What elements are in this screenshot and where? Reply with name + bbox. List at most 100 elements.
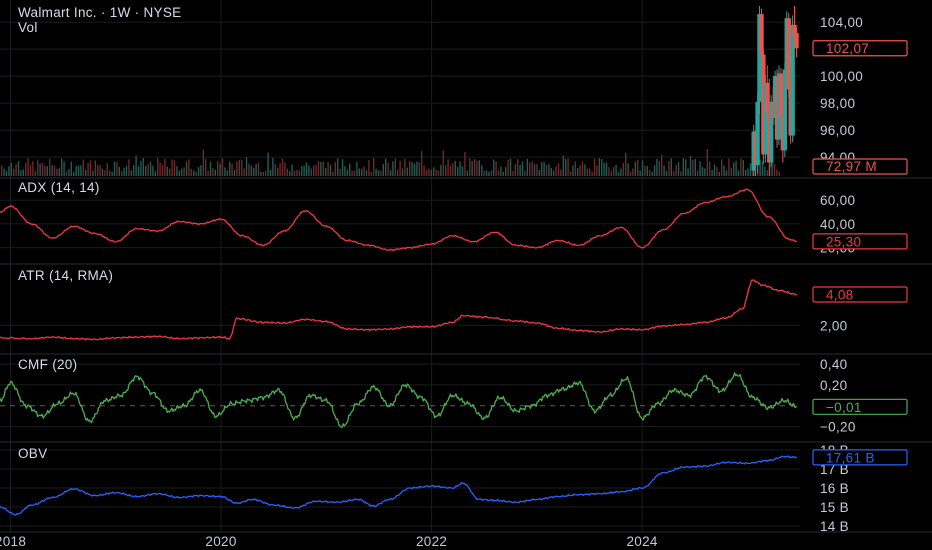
volume-bar — [543, 162, 545, 176]
volume-bar — [620, 168, 622, 176]
volume-bar — [533, 163, 536, 176]
volume-bar — [46, 166, 48, 176]
volume-bar — [17, 161, 20, 176]
volume-bar — [723, 165, 725, 176]
volume-bar — [142, 158, 144, 176]
candle-body — [792, 24, 797, 33]
volume-bar — [113, 161, 116, 176]
volume-bar — [447, 159, 449, 176]
y-tick-label-obv: 16 B — [820, 481, 849, 496]
volume-bar — [181, 168, 183, 176]
volume-bar — [687, 168, 689, 176]
y-tick-label-adx: 60,00 — [820, 193, 855, 208]
volume-bar — [121, 170, 123, 176]
volume-bar — [106, 163, 108, 176]
volume-bar — [183, 167, 185, 176]
volume-bar — [613, 167, 615, 176]
volume-bar — [677, 162, 680, 176]
volume-bar — [205, 158, 207, 176]
volume-bar — [493, 159, 495, 176]
volume-bar — [161, 164, 164, 176]
volume-bar — [670, 158, 672, 176]
volume-bar — [339, 168, 341, 176]
volume-bar — [481, 165, 483, 176]
atr-title[interactable]: ATR (14, RMA) — [18, 268, 113, 283]
volume-bar — [281, 158, 284, 176]
volume-bar — [373, 158, 375, 176]
volume-bar — [296, 169, 298, 176]
volume-bar — [272, 158, 274, 176]
volume-bar — [735, 160, 737, 176]
volume-bar — [361, 168, 363, 176]
volume-label: Vol — [18, 20, 38, 35]
volume-bar — [646, 166, 648, 176]
volume-bar — [471, 160, 473, 176]
volume-bar — [673, 171, 675, 176]
volume-bar — [293, 170, 296, 176]
y-tick-label-atr: 2,00 — [820, 318, 847, 333]
volume-bar — [262, 171, 264, 176]
volume-bar — [358, 168, 360, 176]
volume-bar — [615, 164, 617, 176]
volume-bar — [562, 155, 564, 176]
adx-title[interactable]: ADX (14, 14) — [18, 180, 100, 195]
volume-bar — [668, 161, 670, 176]
volume-bar — [519, 164, 521, 176]
volume-bar — [740, 158, 742, 176]
volume-bar — [466, 170, 468, 176]
volume-bar — [625, 152, 627, 176]
volume-bar — [392, 161, 394, 176]
volume-bar — [152, 165, 154, 176]
volume-bar — [507, 159, 509, 176]
volume-bar — [737, 170, 740, 176]
volume-bar — [185, 161, 188, 176]
volume-bar — [596, 165, 598, 176]
volume-bar — [145, 165, 147, 176]
volume-bar — [641, 160, 644, 176]
volume-bar — [149, 161, 152, 176]
volume-bar — [483, 170, 485, 176]
volume-bar — [176, 166, 178, 176]
volume-bar — [776, 169, 778, 176]
volume-bar — [541, 162, 543, 176]
adx-line — [0, 188, 797, 252]
volume-bar — [601, 159, 603, 176]
volume-bar — [538, 170, 540, 176]
volume-bar — [608, 167, 610, 176]
volume-bar — [488, 171, 490, 176]
candle-body — [778, 73, 784, 116]
volume-bar — [171, 159, 173, 176]
volume-bar — [289, 171, 291, 176]
volume-bar — [219, 163, 221, 176]
volume-bar — [61, 158, 63, 176]
volume-bar — [661, 154, 663, 176]
cmf-line — [0, 372, 797, 428]
volume-bar — [85, 169, 87, 176]
volume-bar — [428, 168, 430, 176]
y-tick-label-price: 98,00 — [820, 96, 855, 111]
volume-bar — [10, 162, 12, 176]
volume-bar — [658, 160, 660, 176]
obv-title[interactable]: OBV — [18, 446, 47, 461]
cmf-title[interactable]: CMF (20) — [18, 357, 77, 372]
volume-bar — [202, 149, 204, 176]
volume-bar — [617, 171, 620, 176]
volume-bar — [140, 160, 142, 176]
volume-last-badge — [812, 158, 908, 175]
volume-bar — [99, 165, 101, 176]
volume-bar — [236, 161, 238, 176]
volume-bar — [308, 165, 310, 176]
volume-bar — [147, 164, 149, 176]
volume-bar — [269, 169, 272, 176]
candle-body — [763, 82, 768, 155]
volume-bar — [58, 168, 60, 176]
volume-bar — [502, 171, 504, 176]
y-tick-label-price: 100,00 — [820, 69, 863, 84]
volume-bar — [473, 159, 476, 176]
volume-bar — [334, 162, 336, 176]
volume-bar — [94, 160, 96, 176]
volume-bar — [49, 158, 51, 176]
volume-bar — [284, 162, 286, 176]
volume-bar — [286, 168, 288, 176]
volume-bar — [265, 170, 267, 176]
